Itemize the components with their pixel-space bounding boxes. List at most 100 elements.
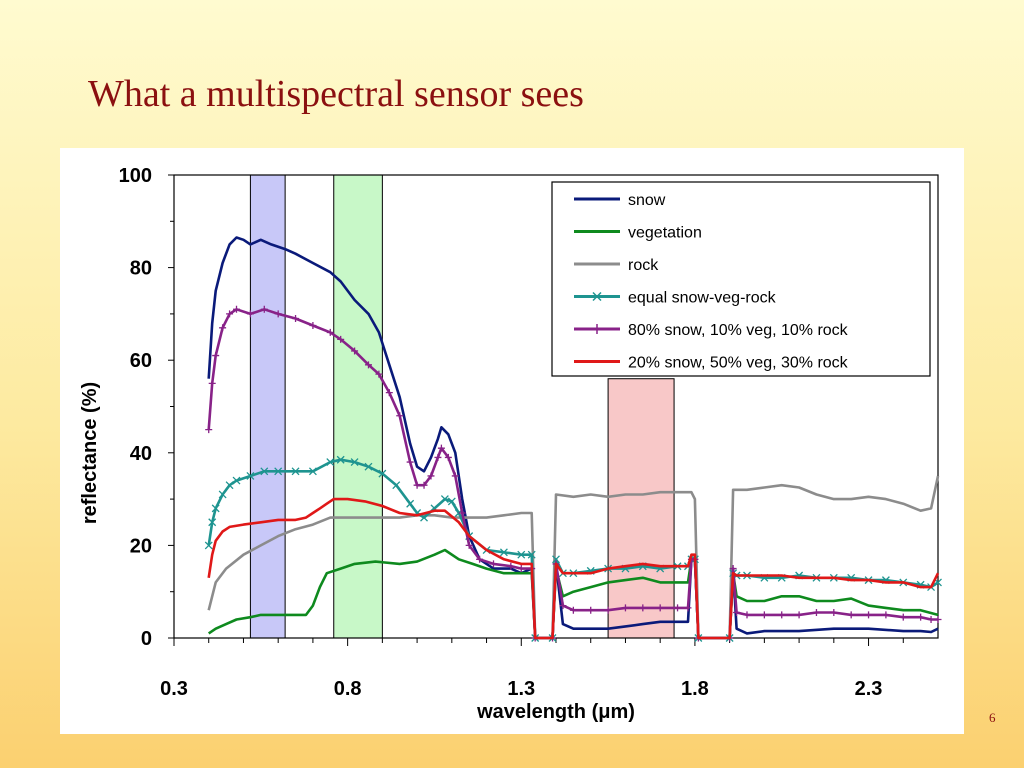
- data-point: [392, 481, 401, 490]
- data-point: [204, 541, 213, 550]
- legend-marker: [592, 324, 602, 334]
- page-number: 6: [989, 710, 996, 725]
- data-point: [385, 389, 393, 397]
- y-tick-label: 20: [130, 535, 152, 557]
- data-point: [274, 467, 283, 476]
- data-point: [427, 472, 435, 480]
- data-point: [396, 412, 404, 420]
- legend-entry-label: equal snow-veg-rock: [628, 290, 777, 307]
- band-highlight-1: [249, 174, 286, 639]
- data-point: [406, 458, 414, 466]
- data-point: [260, 305, 268, 313]
- chart-panel: 0 20 40 60 80 100 0.3 0.8 1.3 1.8 2.3 snow vegetati…: [60, 148, 964, 734]
- data-point: [527, 550, 536, 559]
- data-point: [351, 347, 359, 355]
- data-point: [444, 453, 452, 461]
- data-point: [847, 611, 855, 619]
- x-tick-label: 1.8: [681, 678, 709, 700]
- data-point: [760, 611, 768, 619]
- data-point: [517, 565, 525, 573]
- data-point: [364, 361, 372, 369]
- data-point: [291, 467, 300, 476]
- data-point: [208, 379, 216, 387]
- y-tick-label: 0: [141, 628, 152, 650]
- data-point: [205, 426, 213, 434]
- y-tick-label: 100: [119, 165, 152, 187]
- y-tick-label: 80: [130, 258, 152, 280]
- data-point: [552, 555, 560, 564]
- data-point: [232, 476, 241, 485]
- data-point: [865, 611, 873, 619]
- data-point: [225, 481, 234, 490]
- data-point: [489, 560, 497, 568]
- data-point: [639, 604, 647, 612]
- data-point: [465, 541, 473, 549]
- data-point: [934, 615, 942, 623]
- data-point: [778, 611, 786, 619]
- data-point: [559, 602, 567, 610]
- y-tick-label: 40: [130, 443, 152, 465]
- data-point: [212, 352, 220, 360]
- data-point: [729, 565, 737, 573]
- data-point: [226, 310, 234, 318]
- data-point: [350, 458, 359, 467]
- reflectance-chart: 0 20 40 60 80 100 0.3 0.8 1.3 1.8 2.3 snow vegetati…: [79, 165, 942, 723]
- legend-box: [551, 181, 931, 377]
- data-point: [246, 310, 254, 318]
- legend-entry-label: 20% snow, 50% veg, 30% rock: [628, 355, 849, 372]
- data-point: [882, 611, 890, 619]
- data-point: [743, 611, 751, 619]
- data-point: [587, 606, 595, 614]
- x-axis-label: wavelength (μm): [476, 701, 635, 723]
- legend-entry-label: snow: [628, 192, 666, 209]
- x-tick-label: 0.3: [160, 678, 188, 700]
- data-point: [604, 606, 612, 614]
- data-point: [218, 490, 227, 499]
- chart-legend: snow vegetation rock equal snow-veg-rock 80%…: [551, 181, 931, 377]
- y-axis-label: reflectance (%): [79, 382, 101, 524]
- data-point: [507, 562, 515, 570]
- data-point: [447, 497, 456, 506]
- data-point: [219, 324, 227, 332]
- legend-entry-label: 80% snow, 10% veg, 10% rock: [628, 322, 849, 339]
- data-point: [451, 472, 459, 480]
- data-point: [260, 467, 269, 476]
- data-point: [621, 604, 629, 612]
- data-point: [812, 609, 820, 617]
- data-point: [336, 455, 345, 464]
- data-point: [326, 328, 334, 336]
- series-line-2: [207, 548, 939, 640]
- legend-marker: [592, 291, 602, 302]
- data-point: [917, 613, 925, 621]
- band-highlights: [249, 174, 675, 639]
- x-tick-label: 1.3: [507, 678, 535, 700]
- data-point: [211, 504, 220, 513]
- data-point: [434, 453, 442, 461]
- data-point: [274, 310, 282, 318]
- data-point: [440, 495, 449, 504]
- data-point: [308, 467, 317, 476]
- data-point: [517, 550, 526, 559]
- data-point: [899, 613, 907, 621]
- data-point: [499, 548, 508, 557]
- data-point: [375, 370, 383, 378]
- data-point: [795, 611, 803, 619]
- chart-axes: 0 20 40 60 80 100 0.3 0.8 1.3 1.8 2.3: [119, 165, 939, 700]
- data-point: [246, 471, 255, 480]
- band-highlight-3: [607, 378, 675, 639]
- data-point: [292, 315, 300, 323]
- data-point: [569, 606, 577, 614]
- legend-entry-label: rock: [628, 257, 659, 274]
- legend-entry-label: vegetation: [628, 225, 702, 242]
- data-point: [309, 321, 317, 329]
- data-point: [476, 555, 484, 563]
- data-point: [378, 469, 387, 478]
- data-point: [233, 305, 241, 313]
- data-point: [830, 609, 838, 617]
- chart-series: [204, 236, 942, 642]
- series-line-5: [207, 308, 938, 640]
- data-point: [413, 481, 421, 489]
- y-tick-label: 60: [130, 350, 152, 372]
- data-point: [208, 518, 217, 527]
- series-line-6: [207, 497, 940, 640]
